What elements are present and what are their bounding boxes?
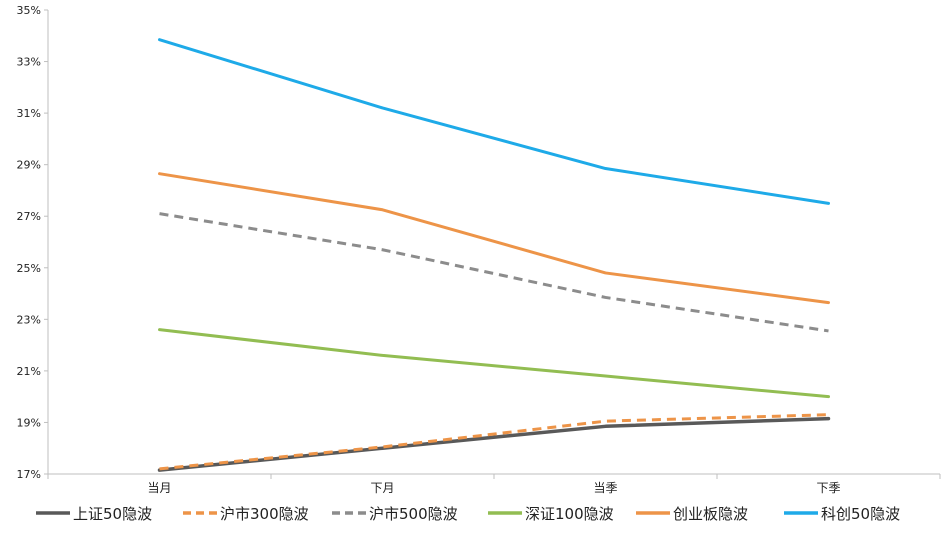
series-line-5 [158, 38, 830, 205]
x-tick-label: 下月 [370, 481, 394, 495]
y-tick-label: 25% [17, 262, 41, 275]
y-tick-label: 17% [17, 468, 41, 481]
y-tick-label: 27% [17, 210, 41, 223]
y-tick-label: 19% [17, 416, 41, 429]
series-line-1 [159, 413, 829, 471]
legend-label-0: 上证50隐波 [73, 505, 152, 523]
x-tick-label: 当季 [593, 481, 617, 495]
y-tick-label: 35% [17, 4, 41, 17]
y-tick-label: 21% [17, 365, 41, 378]
x-tick-label: 当月 [147, 481, 171, 495]
series-line-2 [159, 212, 829, 333]
legend-label-4: 创业板隐波 [673, 505, 748, 523]
series-line-4 [158, 172, 830, 305]
y-tick-label: 31% [17, 107, 41, 120]
legend-label-5: 科创50隐波 [821, 505, 900, 523]
y-tick-label: 29% [17, 159, 41, 172]
legend-label-2: 沪市500隐波 [369, 505, 458, 523]
series-lines [157, 38, 831, 472]
legend: 上证50隐波 沪市300隐波 沪市500隐波 深证100隐波 创业板隐波 科创50隐波 [36, 505, 900, 523]
series-line-3 [158, 328, 830, 399]
y-tick-label: 23% [17, 313, 41, 326]
legend-label-1: 沪市300隐波 [220, 505, 309, 523]
x-axis-ticks: 当月 下月 当季 下季 [47, 474, 941, 495]
x-tick-label: 下季 [816, 481, 840, 495]
series-line-0 [157, 416, 831, 472]
y-tick-label: 33% [17, 56, 41, 69]
legend-label-3: 深证100隐波 [525, 505, 614, 523]
y-axis-ticks: 17% 19% 21% 23% 25% 27% 29% 31% 33% 35% [17, 4, 48, 481]
